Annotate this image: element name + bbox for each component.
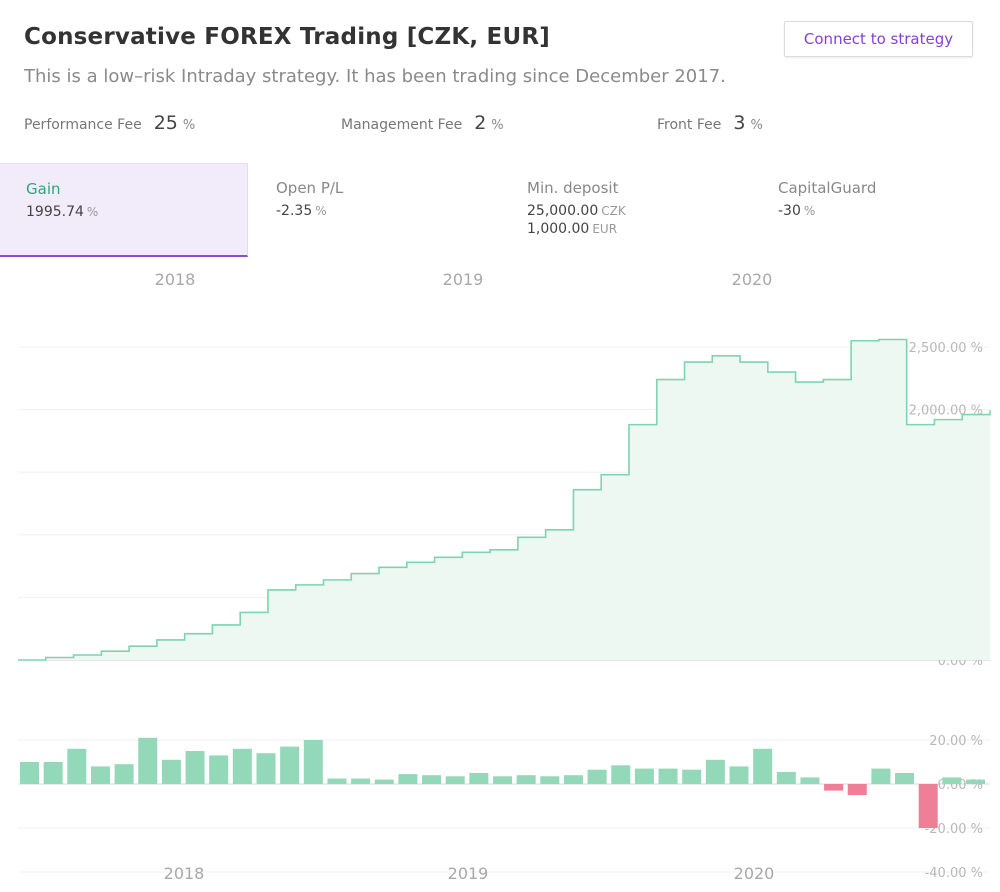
monthly-gain-bar (256, 753, 276, 784)
monthly-gain-bar (753, 748, 773, 784)
bar-y-tick-label: -20.00 % (925, 822, 983, 837)
monthly-gain-bar (303, 740, 323, 784)
performance-fee-label: Performance Fee (24, 117, 142, 133)
tab-gain[interactable]: Gain 1995.74% (0, 163, 248, 257)
monthly-gain-bar (232, 748, 252, 784)
gain-line (18, 338, 991, 661)
stats-tabs: Gain 1995.74% Open P/L -2.35% Min. depos… (0, 163, 1000, 257)
monthly-gain-bar (847, 784, 867, 795)
open-pl-label: Open P/L (276, 179, 344, 197)
performance-fee: Performance Fee 25 % (24, 112, 195, 134)
monthly-gain-bar (445, 776, 465, 784)
gain-value: 1995.74% (26, 204, 99, 220)
bar-x-tick-label: 2018 (164, 864, 205, 883)
front-fee-label: Front Fee (657, 117, 722, 133)
monthly-gain-bar (138, 737, 158, 784)
monthly-gain-bar (611, 765, 631, 784)
monthly-gain-bar (161, 759, 181, 784)
management-fee-unit: % (491, 118, 504, 133)
monthly-gain-bar (43, 762, 63, 784)
monthly-gain-bar (587, 769, 607, 784)
tab-min-deposit[interactable]: Min. deposit 25,000.00 CZK 1,000.00 EUR (501, 163, 749, 257)
bar-y-tick-label: 20.00 % (929, 734, 983, 749)
monthly-gain-bar (705, 759, 725, 784)
management-fee-value: 2 (474, 112, 487, 134)
bar-y-tick-label: -40.00 % (925, 866, 983, 881)
monthly-gain-bar (800, 777, 820, 784)
monthly-gain-bar (540, 776, 560, 784)
gain-label: Gain (26, 180, 61, 198)
monthly-gain-bar (67, 748, 87, 784)
monthly-gain-bar (20, 762, 39, 784)
area-y-tick-label: 2,500.00 % (909, 341, 983, 356)
monthly-gain-bar (90, 766, 110, 784)
capitalguard-label: CapitalGuard (778, 179, 877, 197)
monthly-gain-bar (327, 778, 347, 784)
monthly-gain-bar (563, 775, 583, 784)
management-fee: Management Fee 2 % (341, 112, 504, 134)
gain-area-fill (18, 339, 990, 660)
monthly-gain-bar (871, 768, 891, 784)
monthly-gain-bar (280, 746, 300, 784)
performance-fee-value: 25 (153, 112, 178, 134)
monthly-gain-bar (776, 771, 796, 784)
capitalguard-value: -30% (778, 203, 816, 219)
front-fee-value: 3 (733, 112, 746, 134)
monthly-gain-bar (966, 779, 985, 784)
monthly-gain-bar (185, 751, 205, 784)
monthly-gain-bar (918, 784, 938, 828)
area-x-tick-label: 2018 (155, 270, 196, 289)
monthly-gain-bar (682, 769, 702, 784)
monthly-gain-bar (658, 768, 678, 784)
min-deposit-eur: 1,000.00 EUR (527, 221, 618, 237)
monthly-gain-bar (493, 776, 512, 784)
fees-row: Performance Fee 25 % Management Fee 2 % … (0, 112, 1000, 142)
bar-x-tick-label: 2019 (448, 864, 489, 883)
monthly-gain-bar (114, 764, 134, 784)
monthly-gain-bar (209, 755, 229, 784)
monthly-gain-bar (351, 778, 371, 784)
min-deposit-czk: 25,000.00 CZK (527, 203, 626, 219)
monthly-gain-bar (469, 773, 489, 784)
monthly-gain-bar (729, 766, 749, 784)
tab-capitalguard[interactable]: CapitalGuard -30% (752, 163, 1000, 257)
page-title: Conservative FOREX Trading [CZK, EUR] (24, 24, 550, 50)
tab-open-pl[interactable]: Open P/L -2.35% (250, 163, 498, 257)
front-fee-unit: % (750, 118, 763, 133)
management-fee-label: Management Fee (341, 117, 463, 133)
min-deposit-label: Min. deposit (527, 179, 619, 197)
area-x-tick-label: 2020 (732, 270, 773, 289)
monthly-gain-bar (942, 777, 962, 784)
monthly-gain-bar (374, 779, 394, 784)
connect-to-strategy-button[interactable]: Connect to strategy (784, 21, 973, 57)
monthly-gain-bar (516, 775, 536, 784)
monthly-gain-bar (895, 773, 915, 784)
front-fee: Front Fee 3 % (657, 112, 763, 134)
open-pl-value: -2.35% (276, 203, 327, 219)
area-x-tick-label: 2019 (443, 270, 484, 289)
monthly-gain-bar (422, 775, 442, 784)
performance-fee-unit: % (182, 118, 196, 133)
monthly-gain-bar (634, 768, 654, 784)
page-subtitle: This is a low–risk Intraday strategy. It… (24, 66, 726, 87)
bar-x-tick-label: 2020 (734, 864, 775, 883)
monthly-gain-bar (824, 784, 844, 791)
monthly-gain-bar (398, 774, 418, 784)
